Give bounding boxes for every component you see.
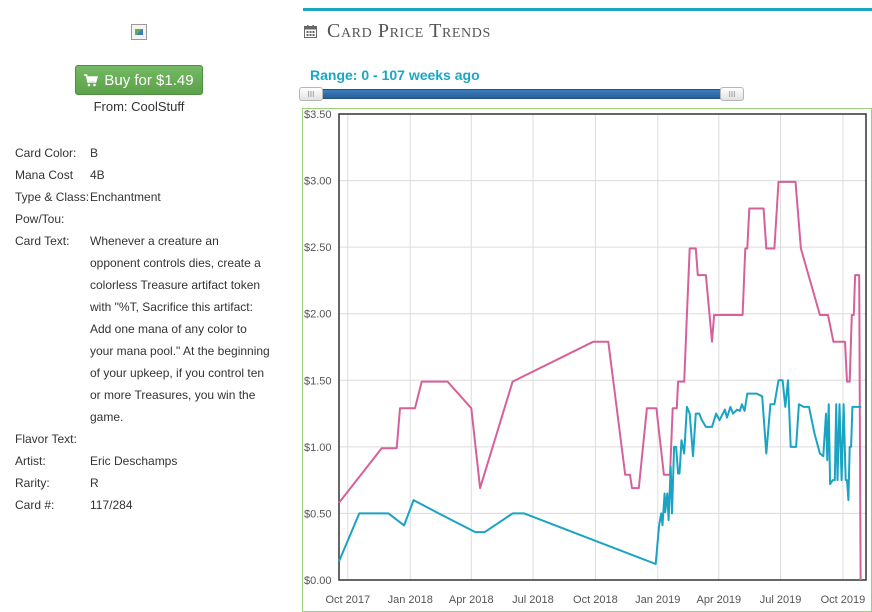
y-tick-label: $1.50 bbox=[304, 375, 332, 387]
range-end-handle[interactable]: III bbox=[720, 87, 744, 101]
property-label: Pow/Tou: bbox=[15, 212, 65, 226]
broken-image-icon bbox=[131, 24, 147, 40]
property-row-mana-cost: Mana Cost 4B bbox=[15, 164, 270, 186]
range-label: Range: 0 - 107 weeks ago bbox=[310, 67, 480, 83]
x-tick-label: Jul 2019 bbox=[760, 594, 802, 606]
x-tick-label: Apr 2018 bbox=[449, 594, 494, 606]
property-label: Artist: bbox=[15, 454, 46, 468]
property-label: Flavor Text: bbox=[15, 432, 77, 446]
section-header: Card Price Trends bbox=[304, 18, 491, 44]
property-value bbox=[90, 428, 270, 450]
property-label: Mana Cost bbox=[15, 168, 74, 182]
property-row-card-text: Card Text: Whenever a creature an oppone… bbox=[15, 230, 270, 428]
property-row-artist: Artist: Eric Deschamps bbox=[15, 450, 270, 472]
y-tick-label: $2.50 bbox=[304, 242, 332, 254]
card-properties: Card Color: B Mana Cost 4B Type & Class:… bbox=[15, 142, 270, 516]
y-tick-label: $0.00 bbox=[304, 575, 332, 587]
property-label: Type & Class: bbox=[15, 190, 90, 204]
property-value bbox=[90, 208, 270, 230]
y-tick-label: $3.50 bbox=[304, 109, 332, 121]
property-value: R bbox=[90, 476, 99, 490]
series-line-teal bbox=[338, 379, 862, 565]
card-info-panel: Buy for $1.49 From: CoolStuff Card Color… bbox=[0, 0, 280, 612]
x-tick-label: Jan 2019 bbox=[635, 594, 680, 606]
card-text: Whenever a creature an opponent controls… bbox=[90, 234, 270, 424]
x-tick-label: Apr 2019 bbox=[696, 594, 741, 606]
property-row-card-number: Card #: 117/284 bbox=[15, 494, 270, 516]
x-tick-label: Oct 2018 bbox=[573, 594, 618, 606]
chart-series bbox=[338, 180, 862, 581]
y-tick-label: $2.00 bbox=[304, 309, 332, 321]
buy-button[interactable]: Buy for $1.49 bbox=[75, 65, 203, 95]
shopping-cart-icon bbox=[84, 73, 99, 86]
range-start-handle[interactable]: III bbox=[299, 87, 323, 101]
calendar-icon bbox=[304, 24, 317, 38]
y-tick-label: $0.50 bbox=[304, 508, 332, 520]
property-row-flavor-text: Flavor Text: bbox=[15, 428, 270, 450]
range-slider-track[interactable] bbox=[304, 89, 739, 99]
property-row-type: Type & Class: Enchantment bbox=[15, 186, 270, 208]
property-value: Enchantment bbox=[90, 190, 161, 204]
property-label: Rarity: bbox=[15, 476, 50, 490]
property-value: Eric Deschamps bbox=[90, 454, 178, 468]
x-tick-label: Oct 2017 bbox=[325, 594, 370, 606]
card-image[interactable] bbox=[131, 24, 147, 40]
property-label: Card #: bbox=[15, 498, 55, 512]
property-label: Card Color: bbox=[15, 146, 77, 160]
price-chart-svg: $0.00 $0.50 $1.00 $1.50 $2.00 $2.50 $3.00 $3.50… bbox=[302, 108, 872, 612]
buy-button-label: Buy for $1.49 bbox=[104, 71, 194, 89]
price-chart: $0.00 $0.50 $1.00 $1.50 $2.00 $2.50 $3.00 $3.50… bbox=[302, 108, 872, 612]
property-value: 117/284 bbox=[90, 498, 133, 512]
chart-outer-frame bbox=[302, 108, 872, 612]
chart-axes: $0.00 $0.50 $1.00 $1.50 $2.00 $2.50 $3.00 $3.50… bbox=[304, 109, 867, 606]
x-tick-label: Oct 2019 bbox=[821, 594, 866, 606]
plot-area-border bbox=[338, 113, 867, 581]
property-value: B bbox=[90, 146, 99, 160]
y-tick-label: $1.00 bbox=[304, 442, 332, 454]
series-line-pink bbox=[338, 180, 862, 581]
property-row-power-toughness: Pow/Tou: bbox=[15, 208, 270, 230]
property-label: Card Text: bbox=[15, 234, 70, 248]
x-tick-label: Jan 2018 bbox=[388, 594, 433, 606]
property-row-rarity: Rarity: R bbox=[15, 472, 270, 494]
range-slider[interactable]: III III bbox=[299, 87, 745, 101]
section-top-rule bbox=[303, 8, 872, 11]
section-title: Card Price Trends bbox=[327, 19, 491, 42]
property-value: 4B bbox=[90, 168, 105, 182]
property-row-color: Card Color: B bbox=[15, 142, 270, 164]
x-tick-label: Jul 2018 bbox=[512, 594, 554, 606]
y-tick-label: $3.00 bbox=[304, 176, 332, 188]
store-name: From: CoolStuff bbox=[93, 99, 185, 114]
